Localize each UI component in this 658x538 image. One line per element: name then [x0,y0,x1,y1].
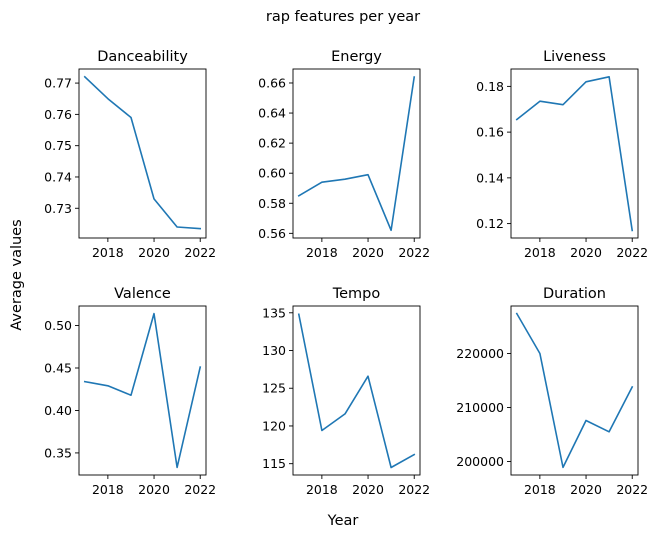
y-tick-label: 0.60 [258,166,286,181]
subplot-valence: Valence 2018 2020 2022 0.35 0.40 0.45 0.50 [44,286,216,497]
plot-frame [292,68,421,239]
x-tick-label: 2018 [92,482,124,497]
series-line-duration [515,312,634,469]
subplot-title: Liveness [543,49,606,65]
y-tick-label: 115 [262,456,286,471]
x-tick-label: 2022 [184,482,216,497]
x-tick-label: 2022 [616,245,648,260]
y-tick-label: 0.74 [44,169,72,184]
y-tick-label: 0.40 [44,403,72,418]
y-tick-label: 220000 [456,346,504,361]
y-tick-label: 210000 [456,400,504,415]
subplot-duration: Duration 2018 2020 2022 200000 210000 220000 [456,286,648,497]
x-tick-label: 2020 [570,245,602,260]
subplot-title: Energy [331,49,382,65]
y-tick-label: 0.56 [258,226,286,241]
y-tick-label: 200000 [456,454,504,469]
x-tick-label: 2018 [92,245,124,260]
series-line-danceability [83,75,202,230]
series-line-tempo [297,313,416,469]
subplot-grid: Danceability 2018 2020 2022 0.73 0.74 0.75 0.76… [44,49,648,497]
y-tick-label: 0.58 [258,196,286,211]
x-tick-label: 2020 [138,245,170,260]
y-tick-label: 0.66 [258,75,286,90]
subplot-title: Duration [543,286,606,302]
y-tick-label: 0.35 [44,445,72,460]
subplot-title: Tempo [332,286,381,302]
x-tick-label: 2020 [570,482,602,497]
y-tick-label: 0.64 [258,106,286,121]
plot-frame [78,68,207,239]
subplot-title: Valence [114,286,171,302]
plot-frame [292,305,421,476]
x-tick-label: 2022 [184,245,216,260]
plot-frame [510,305,639,476]
y-tick-label: 0.18 [476,79,504,94]
x-tick-label: 2018 [306,482,338,497]
x-tick-label: 2018 [524,245,556,260]
plot-frame [78,305,207,476]
y-tick-label: 0.16 [476,125,504,140]
x-tick-label: 2018 [524,482,556,497]
subplot-title: Danceability [97,49,188,65]
y-tick-label: 120 [262,418,286,433]
plot-frame [510,68,639,239]
subplot-tempo: Tempo 2018 2020 2022 115 120 125 130 135 [262,286,430,497]
figure-title: rap features per year [266,9,420,25]
y-tick-label: 0.62 [258,136,286,151]
y-tick-label: 0.12 [476,216,504,231]
x-tick-label: 2022 [398,245,430,260]
subplot-danceability: Danceability 2018 2020 2022 0.73 0.74 0.75 0.76… [44,49,216,260]
x-tick-label: 2018 [306,245,338,260]
x-tick-label: 2020 [138,482,170,497]
x-tick-label: 2022 [616,482,648,497]
y-tick-label: 0.76 [44,107,72,122]
y-tick-label: 125 [262,381,286,396]
x-tick-label: 2022 [398,482,430,497]
x-axis-label: Year [327,513,359,529]
x-tick-label: 2020 [352,482,384,497]
y-tick-label: 0.73 [44,201,72,216]
subplot-liveness: Liveness 2018 2020 2022 0.12 0.14 0.16 0.18 [476,49,648,260]
series-line-energy [297,76,416,232]
y-tick-label: 0.50 [44,318,72,333]
subplot-energy: Energy 2018 2020 2022 0.56 0.58 0.60 0.62 0.64 0.… [258,49,430,260]
y-tick-label: 130 [262,343,286,358]
series-line-valence [83,312,202,469]
x-tick-label: 2020 [352,245,384,260]
series-line-liveness [515,76,634,232]
y-tick-label: 0.14 [476,170,504,185]
y-tick-label: 0.75 [44,138,72,153]
y-axis-label: Average values [9,219,25,330]
y-tick-label: 135 [262,305,286,320]
y-tick-label: 0.45 [44,360,72,375]
y-tick-label: 0.77 [44,76,72,91]
